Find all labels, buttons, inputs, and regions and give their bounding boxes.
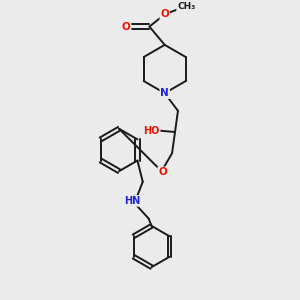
Text: HN: HN bbox=[124, 196, 141, 206]
Text: CH₃: CH₃ bbox=[177, 2, 195, 11]
Text: O: O bbox=[160, 9, 169, 19]
Text: O: O bbox=[158, 167, 167, 177]
Text: N: N bbox=[160, 88, 169, 98]
Text: HO: HO bbox=[143, 125, 160, 136]
Text: O: O bbox=[122, 22, 130, 32]
